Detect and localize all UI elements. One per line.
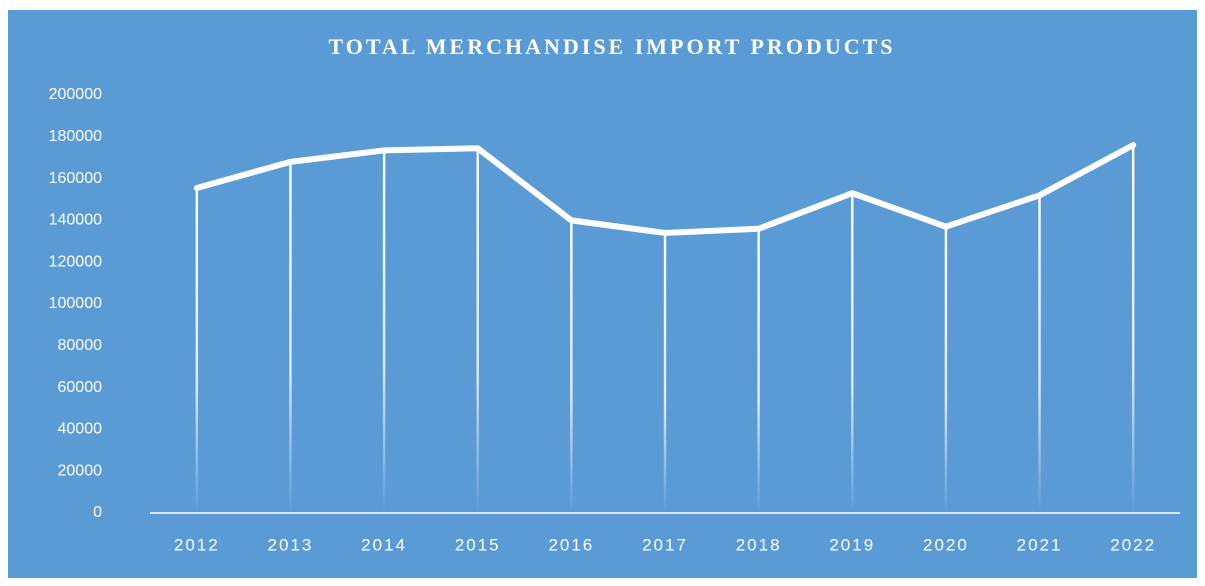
drop-line [570, 220, 573, 513]
y-tick-label: 160000 [49, 170, 102, 187]
x-tick-label: 2019 [829, 535, 875, 554]
drop-line [476, 148, 479, 514]
y-tick-label: 180000 [49, 128, 102, 145]
x-tick-label: 2018 [736, 535, 782, 554]
y-tick-label: 20000 [58, 462, 103, 479]
drop-line [757, 228, 760, 513]
x-tick-label: 2016 [548, 535, 594, 554]
chart-title: TOTAL MERCHANDISE IMPORT PRODUCTS [328, 34, 895, 59]
x-tick-label: 2014 [361, 535, 407, 554]
drop-line [195, 188, 199, 513]
x-tick-label: 2022 [1110, 535, 1156, 554]
x-tick-label: 2017 [642, 535, 688, 554]
drop-line [289, 161, 292, 513]
y-tick-label: 120000 [49, 253, 102, 270]
line [193, 142, 1137, 236]
y-tick-label: 0 [93, 504, 102, 521]
x-tick-label: 2015 [455, 535, 501, 554]
y-tick-label: 60000 [58, 379, 103, 396]
x-tick-label: 2020 [923, 535, 969, 554]
x-tick-label: 2012 [174, 535, 220, 554]
y-tick-label: 140000 [49, 212, 102, 229]
drop-line [851, 193, 854, 514]
chart-background [8, 10, 1197, 578]
y-tick-label: 100000 [49, 295, 102, 312]
y-tick-label: 200000 [49, 86, 102, 103]
drop-line [382, 150, 386, 513]
y-tick-label: 40000 [58, 421, 103, 438]
x-tick-label: 2013 [268, 535, 314, 554]
drop-line [1038, 195, 1041, 513]
drop-line [944, 226, 948, 514]
drop-line [1131, 145, 1135, 513]
y-tick-label: 80000 [58, 337, 103, 354]
x-tick-label: 2021 [1017, 535, 1063, 554]
drop-line [663, 232, 667, 513]
